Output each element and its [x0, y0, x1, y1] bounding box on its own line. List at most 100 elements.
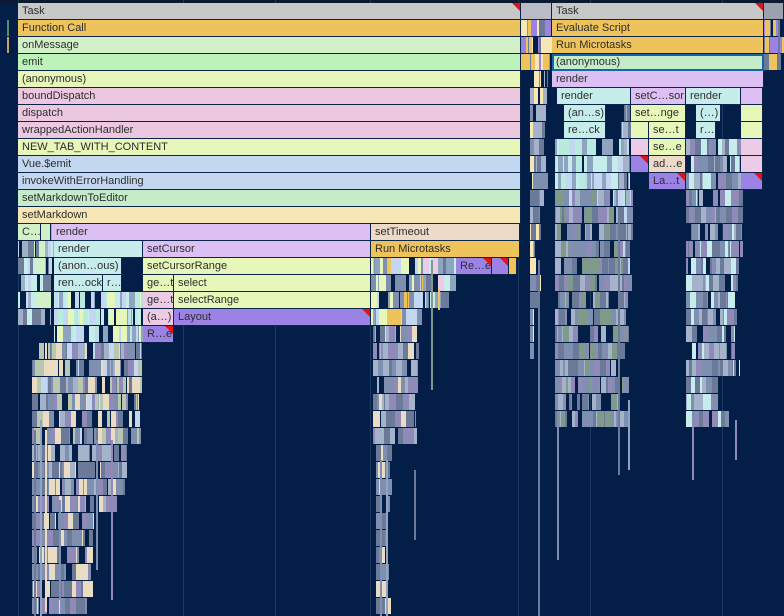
call-bar[interactable]	[711, 292, 714, 308]
call-bar[interactable]	[541, 37, 542, 53]
call-bar[interactable]	[731, 190, 736, 206]
call-bar[interactable]	[618, 275, 622, 291]
call-bar[interactable]	[37, 445, 38, 461]
call-bar[interactable]	[596, 190, 597, 206]
call-bar[interactable]	[94, 292, 95, 308]
call-bar[interactable]	[77, 547, 79, 563]
call-bar[interactable]	[43, 411, 49, 427]
call-bar[interactable]	[738, 173, 741, 189]
call-bar-thin[interactable]	[45, 430, 47, 612]
call-bar[interactable]	[568, 275, 573, 291]
call-bar[interactable]	[536, 105, 540, 121]
call-bar[interactable]	[380, 564, 386, 580]
call-bar[interactable]	[708, 156, 714, 172]
call-bar[interactable]	[630, 190, 631, 206]
call-bar[interactable]	[60, 445, 65, 461]
call-bar[interactable]	[728, 224, 733, 240]
call-bar[interactable]	[574, 173, 576, 189]
call-bar[interactable]	[106, 445, 112, 461]
call-bar[interactable]	[566, 207, 569, 223]
call-bar[interactable]	[628, 326, 629, 342]
call-bar[interactable]	[568, 156, 572, 172]
call-bar[interactable]	[428, 292, 429, 308]
call-bar[interactable]	[59, 360, 63, 376]
call-bar[interactable]	[764, 37, 765, 53]
call-bar[interactable]	[70, 462, 75, 478]
call-bar[interactable]	[540, 88, 543, 104]
call-bar[interactable]	[41, 513, 43, 529]
flame-block-wrappedactionhandler[interactable]: wrappedActionHandler	[18, 122, 521, 139]
call-bar[interactable]	[611, 411, 614, 427]
call-bar[interactable]	[600, 309, 606, 325]
call-bar[interactable]	[535, 156, 536, 172]
call-bar[interactable]	[521, 37, 526, 53]
call-bar[interactable]	[35, 479, 40, 495]
call-bar[interactable]	[719, 343, 720, 359]
call-bar[interactable]	[106, 428, 111, 444]
call-bar[interactable]	[34, 496, 38, 512]
call-bar[interactable]	[130, 343, 135, 359]
call-bar[interactable]	[602, 343, 605, 359]
call-bar[interactable]	[46, 462, 49, 478]
flame-block-unlabeled[interactable]	[631, 156, 649, 173]
call-bar[interactable]	[109, 292, 115, 308]
call-bar[interactable]	[527, 54, 530, 70]
call-bar[interactable]	[739, 156, 740, 172]
call-bar[interactable]	[584, 156, 587, 172]
call-bar[interactable]	[702, 173, 703, 189]
call-bar[interactable]	[40, 598, 45, 614]
call-bar[interactable]	[39, 343, 44, 359]
call-bar[interactable]	[103, 479, 107, 495]
call-bar[interactable]	[27, 292, 28, 308]
call-bar[interactable]	[60, 326, 63, 342]
call-bar[interactable]	[380, 258, 383, 274]
call-bar[interactable]	[773, 20, 776, 36]
call-bar[interactable]	[575, 292, 579, 308]
call-bar[interactable]	[106, 496, 112, 512]
call-bar[interactable]	[605, 411, 607, 427]
flame-block-run-microtasks[interactable]: Run Microtasks	[552, 37, 764, 54]
call-bar[interactable]	[64, 462, 70, 478]
call-bar[interactable]	[696, 275, 701, 291]
call-bar[interactable]	[720, 156, 723, 172]
call-bar[interactable]	[129, 309, 131, 325]
call-bar[interactable]	[401, 326, 407, 342]
call-bar[interactable]	[623, 156, 629, 172]
call-bar[interactable]	[713, 309, 716, 325]
call-bar[interactable]	[400, 394, 403, 410]
call-bar[interactable]	[389, 377, 394, 393]
call-bar[interactable]	[51, 343, 52, 359]
call-bar[interactable]	[36, 360, 38, 376]
flame-block-layout[interactable]: Layout	[174, 309, 371, 326]
call-bar[interactable]	[597, 411, 600, 427]
call-bar[interactable]	[103, 394, 109, 410]
call-bar[interactable]	[707, 309, 708, 325]
call-bar[interactable]	[724, 326, 726, 342]
call-bar[interactable]	[604, 411, 605, 427]
call-bar[interactable]	[607, 139, 613, 155]
call-bar[interactable]	[608, 292, 609, 308]
call-bar[interactable]	[76, 292, 79, 308]
call-bar[interactable]	[698, 156, 702, 172]
call-bar[interactable]	[136, 326, 137, 342]
call-bar[interactable]	[530, 292, 535, 308]
call-bar[interactable]	[627, 139, 629, 155]
call-bar[interactable]	[596, 343, 598, 359]
call-bar[interactable]	[530, 122, 533, 138]
call-bar[interactable]	[118, 360, 120, 376]
call-bar-thin[interactable]	[438, 290, 440, 310]
call-bar[interactable]	[114, 394, 118, 410]
call-bar[interactable]	[556, 156, 558, 172]
call-bar[interactable]	[702, 156, 708, 172]
call-bar[interactable]	[611, 309, 616, 325]
call-bar[interactable]	[585, 224, 586, 240]
call-bar[interactable]	[58, 513, 59, 529]
call-bar[interactable]	[590, 224, 592, 240]
call-bar[interactable]	[720, 309, 723, 325]
call-bar[interactable]	[734, 207, 738, 223]
call-bar[interactable]	[695, 139, 701, 155]
call-bar[interactable]	[555, 411, 557, 427]
call-bar[interactable]	[120, 292, 122, 308]
call-bar[interactable]	[389, 394, 390, 410]
call-bar[interactable]	[382, 394, 384, 410]
